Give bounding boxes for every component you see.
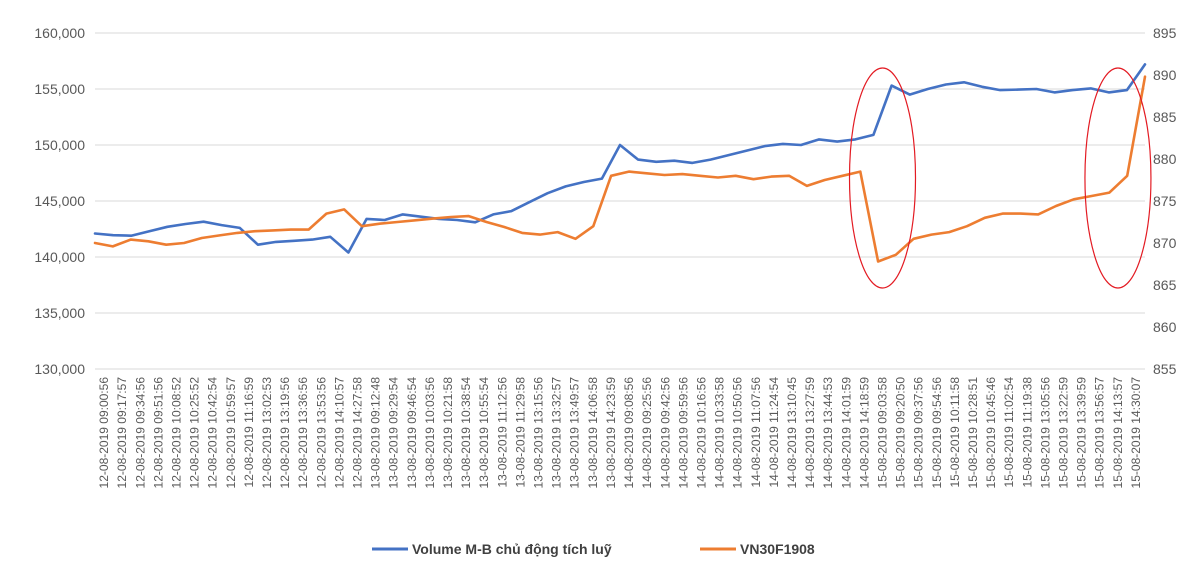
series-line-1 <box>93 63 1147 254</box>
y-left-tick-label: 140,000 <box>34 249 85 265</box>
x-tick-label: 13-08-2019 10:21:58 <box>441 377 455 489</box>
x-tick-label: 12-08-2019 11:16:59 <box>242 377 256 488</box>
x-tick-label: 14-08-2019 13:44:53 <box>821 377 835 489</box>
annotations <box>848 67 1152 289</box>
x-tick-label: 13-08-2019 10:38:54 <box>459 377 473 489</box>
x-tick-label: 14-08-2019 13:27:59 <box>803 377 817 489</box>
x-tick-label: 12-08-2019 10:08:52 <box>169 377 183 489</box>
x-tick-label: 14-08-2019 10:50:56 <box>731 377 745 489</box>
x-tick-label: 15-08-2019 14:13:57 <box>1111 377 1125 489</box>
x-tick-label: 14-08-2019 10:16:56 <box>694 377 708 489</box>
x-tick-label: 12-08-2019 10:25:52 <box>188 377 202 489</box>
x-tick-label: 14-08-2019 13:10:45 <box>785 377 799 489</box>
x-tick-label: 13-08-2019 09:46:54 <box>405 377 419 489</box>
x-tick-label: 13-08-2019 10:55:54 <box>477 377 491 489</box>
x-tick-label: 14-08-2019 14:01:59 <box>839 377 853 489</box>
series-lines <box>93 63 1147 263</box>
x-tick-label: 12-08-2019 13:53:56 <box>314 377 328 489</box>
x-tick-label: 14-08-2019 11:07:56 <box>749 377 763 488</box>
y-right-tick-label: 890 <box>1153 67 1177 83</box>
x-tick-label: 12-08-2019 13:36:56 <box>296 377 310 489</box>
x-tick-label: 13-08-2019 13:49:57 <box>568 377 582 489</box>
x-tick-label: 12-08-2019 09:17:57 <box>115 377 129 489</box>
y-right-tick-label: 885 <box>1153 109 1177 125</box>
x-tick-label: 14-08-2019 10:33:58 <box>713 377 727 489</box>
legend-label: Volume M-B chủ động tích luỹ <box>412 541 612 557</box>
annotation-ellipse <box>1084 67 1152 289</box>
y-axis-right: 855 860 865 870 875 880 885 890 895 <box>1153 25 1177 377</box>
y-left-tick-label: 160,000 <box>34 25 85 41</box>
x-tick-label: 15-08-2019 13:22:59 <box>1057 377 1071 489</box>
y-right-tick-label: 875 <box>1153 193 1177 209</box>
x-tick-label: 15-08-2019 09:37:56 <box>912 377 926 489</box>
y-right-tick-label: 895 <box>1153 25 1177 41</box>
y-left-tick-label: 135,000 <box>34 305 85 321</box>
x-tick-label: 14-08-2019 09:59:56 <box>676 377 690 489</box>
x-tick-label: 15-08-2019 13:56:57 <box>1093 377 1107 489</box>
gridlines <box>95 32 1145 370</box>
x-tick-label: 13-08-2019 11:12:56 <box>495 377 509 488</box>
x-tick-label: 14-08-2019 09:25:56 <box>640 377 654 489</box>
x-axis: 12-08-2019 09:00:56 12-08-2019 09:17:57 12… <box>95 368 1145 489</box>
x-tick-label: 14-08-2019 14:18:59 <box>857 377 871 489</box>
x-tick-label: 15-08-2019 11:19:38 <box>1020 377 1034 488</box>
x-tick-label: 12-08-2019 10:59:57 <box>224 377 238 489</box>
y-right-tick-label: 870 <box>1153 235 1177 251</box>
x-tick-label: 15-08-2019 13:39:59 <box>1075 377 1089 489</box>
series-line-2 <box>93 75 1147 263</box>
y-right-tick-label: 855 <box>1153 361 1177 377</box>
x-tick-label: 13-08-2019 13:32:57 <box>550 377 564 489</box>
x-tick-label: 12-08-2019 13:19:56 <box>278 377 292 489</box>
x-tick-label: 14-08-2019 09:08:56 <box>622 377 636 489</box>
y-axis-left: 130,000 135,000 140,000 145,000 150,000 155,0… <box>34 25 85 377</box>
x-tick-label: 15-08-2019 11:02:54 <box>1002 377 1016 488</box>
x-tick-label: 13-08-2019 11:29:58 <box>513 377 527 488</box>
x-tick-label: 13-08-2019 14:23:59 <box>604 377 618 489</box>
x-tick-label: 15-08-2019 09:03:58 <box>876 377 890 489</box>
y-left-tick-label: 145,000 <box>34 193 85 209</box>
x-tick-label: 12-08-2019 09:34:56 <box>133 377 147 489</box>
x-tick-label: 12-08-2019 10:42:54 <box>206 377 220 489</box>
x-tick-label: 12-08-2019 09:51:56 <box>151 377 165 489</box>
x-tick-label: 15-08-2019 14:30:07 <box>1129 377 1143 489</box>
y-left-tick-label: 155,000 <box>34 81 85 97</box>
y-right-tick-label: 865 <box>1153 277 1177 293</box>
x-tick-label: 12-08-2019 14:27:58 <box>351 377 365 489</box>
x-tick-label: 12-08-2019 14:10:57 <box>332 377 346 489</box>
x-tick-label: 13-08-2019 13:15:56 <box>532 377 546 489</box>
x-tick-label: 12-08-2019 09:00:56 <box>97 377 111 489</box>
y-right-tick-label: 860 <box>1153 319 1177 335</box>
y-right-tick-label: 880 <box>1153 151 1177 167</box>
y-left-tick-label: 150,000 <box>34 137 85 153</box>
x-tick-label: 15-08-2019 10:28:51 <box>966 377 980 489</box>
x-tick-label: 12-08-2019 13:02:53 <box>260 377 274 489</box>
legend: Volume M-B chủ động tích luỹ VN30F1908 <box>372 541 815 557</box>
x-tick-label: 14-08-2019 11:24:54 <box>767 377 781 488</box>
y-left-tick-label: 130,000 <box>34 361 85 377</box>
x-tick-label: 15-08-2019 10:45:46 <box>984 377 998 489</box>
x-tick-label: 15-08-2019 10:11:58 <box>948 377 962 488</box>
x-tick-label: 13-08-2019 09:29:54 <box>387 377 401 489</box>
x-tick-label: 13-08-2019 14:06:58 <box>586 377 600 489</box>
x-tick-label: 13-08-2019 10:03:56 <box>423 377 437 489</box>
annotation-ellipse <box>848 67 917 289</box>
x-tick-label: 14-08-2019 09:42:56 <box>658 377 672 489</box>
x-tick-label: 15-08-2019 09:20:50 <box>894 377 908 489</box>
x-tick-label: 15-08-2019 09:54:56 <box>930 377 944 489</box>
x-tick-label: 13-08-2019 09:12:48 <box>369 377 383 489</box>
x-tick-label: 15-08-2019 13:05:56 <box>1038 377 1052 489</box>
legend-label: VN30F1908 <box>740 541 815 557</box>
